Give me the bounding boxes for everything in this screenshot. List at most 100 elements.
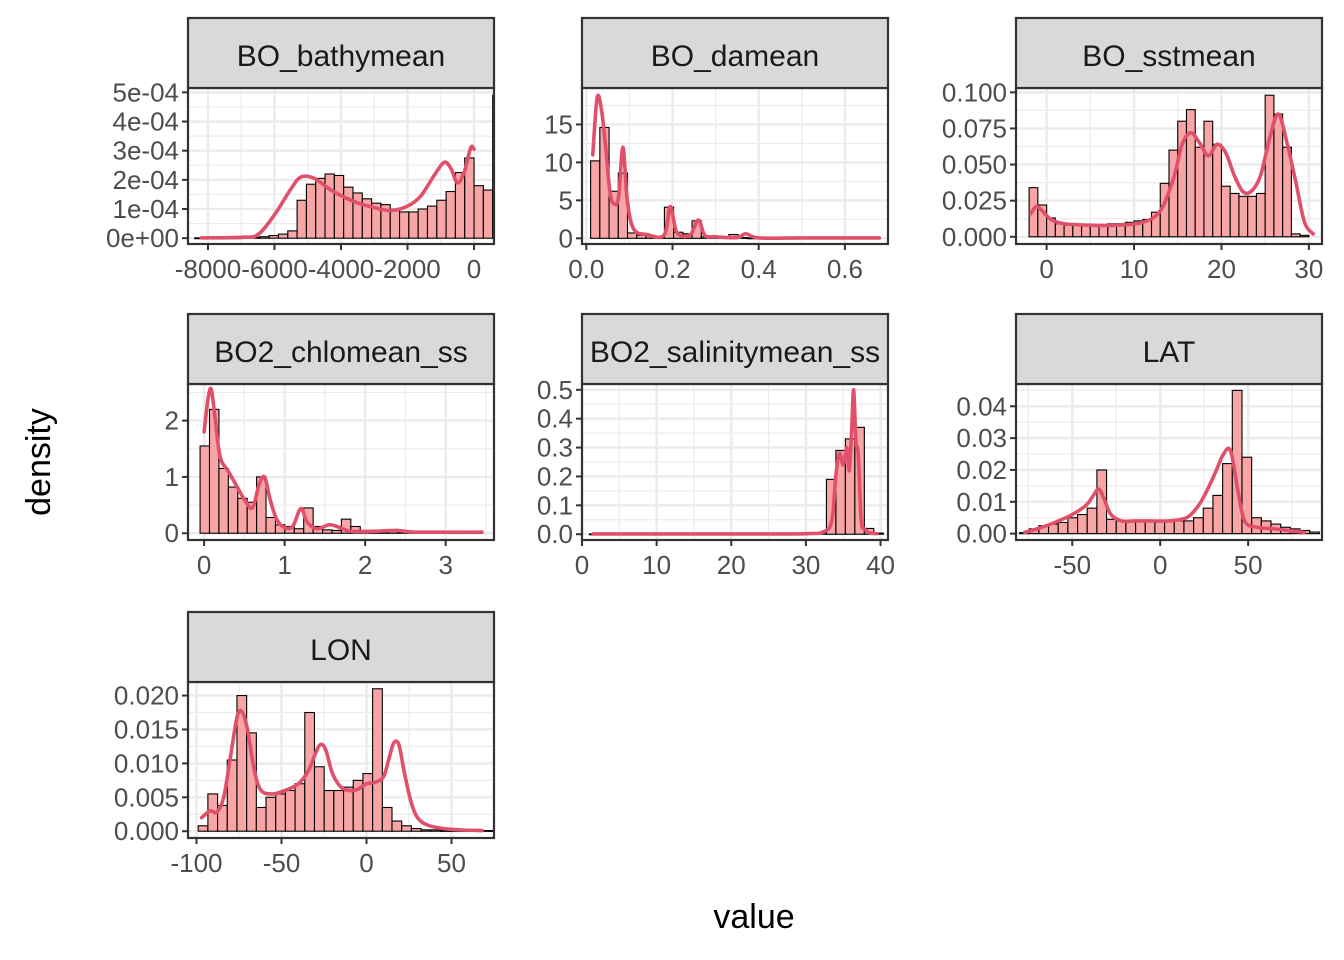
y-tick-label: 0.075	[942, 113, 1007, 143]
histogram-bar	[352, 192, 363, 239]
density-line	[591, 387, 879, 536]
histogram-bar	[482, 189, 494, 239]
density-line	[590, 93, 882, 241]
y-tick-label: 0	[559, 223, 573, 253]
y-tick-label: 0.050	[942, 150, 1007, 180]
y-tick-label: 0.025	[942, 186, 1007, 216]
facet-panels: BO_bathymean 0e+001e-042e-043e-044e-045e-…	[106, 16, 1324, 878]
facet-panel-bo2-chlomean-ss: BO2_chlomean_ss 0 1 2 0 1 2 3	[165, 312, 496, 580]
facet-strip	[1014, 16, 1324, 90]
histogram-bar	[426, 205, 438, 239]
y-tick-label: 0.020	[114, 681, 179, 711]
histogram-bar	[1057, 521, 1069, 535]
histogram-bar	[313, 766, 325, 832]
facet-strip	[186, 16, 496, 90]
facet-strip	[186, 312, 496, 386]
y-tick-label: 3e-04	[113, 136, 180, 166]
histogram-bar	[430, 829, 442, 832]
density-line	[199, 144, 476, 240]
x-tick-label: 0	[1039, 254, 1053, 284]
y-tick-label: 0.005	[114, 782, 179, 812]
histogram-bar	[1309, 531, 1320, 535]
x-axis-title: value	[713, 898, 794, 936]
histogram-bar	[499, 831, 509, 832]
histogram-bar	[391, 820, 403, 832]
histogram-bar	[343, 186, 354, 239]
y-tick-label: 0.1	[537, 490, 573, 520]
histogram-bar	[255, 806, 267, 832]
density-line	[199, 708, 484, 833]
x-tick-label: 3	[438, 550, 452, 580]
x-axis: 0 10 20 30	[1039, 244, 1323, 284]
histogram-bar	[199, 445, 211, 534]
histogram-bar	[389, 208, 401, 239]
histogram-bar	[265, 796, 277, 832]
y-tick-label: 2e-04	[113, 165, 180, 195]
x-tick-label: 1	[277, 550, 291, 580]
histogram-bar	[1203, 120, 1214, 238]
x-tick-label: 0.2	[654, 254, 690, 284]
histogram-bar	[1086, 507, 1098, 535]
x-tick-label: -4000	[308, 254, 375, 284]
histogram-bar	[1054, 223, 1065, 238]
facet-strip-label: BO_bathymean	[237, 40, 445, 73]
x-tick-label: 0	[359, 848, 373, 878]
y-tick-label: 1	[165, 462, 179, 492]
x-tick-label: 0	[467, 254, 481, 284]
histogram-bar	[1106, 518, 1117, 535]
y-tick-label: 0.000	[114, 816, 179, 846]
facet-panel-bo2-salinitymean-ss: BO2_salinitymean_ss0.00.10.20.30.40.50 10…	[537, 312, 895, 580]
histogram-bar	[265, 516, 277, 534]
x-tick-label: 20	[717, 550, 746, 580]
histogram-bar	[1229, 192, 1240, 238]
y-tick-label: 0.100	[942, 77, 1007, 107]
facet-strip	[580, 312, 890, 386]
x-tick-label: 0	[1153, 550, 1167, 580]
facet-strip-label: BO2_salinitymean_ss	[590, 336, 880, 369]
histogram-bars	[588, 426, 884, 536]
histogram-bar	[1072, 224, 1083, 238]
histogram-bar	[473, 185, 484, 239]
histogram-bar	[1067, 517, 1079, 535]
y-tick-label: 0.010	[114, 748, 179, 778]
y-tick-label: 0.3	[537, 433, 573, 463]
histogram-bar	[268, 234, 280, 239]
y-tick-label: 15	[544, 109, 573, 139]
histogram-bar	[218, 467, 229, 534]
facet-strip-label: LAT	[1143, 336, 1196, 369]
histogram-bars	[590, 126, 878, 240]
histogram-bar	[303, 507, 314, 534]
x-axis: 0 10 20 30 40	[575, 540, 895, 580]
histogram-bar	[408, 211, 419, 239]
facet-strip-label: BO2_chlomean_ss	[214, 336, 467, 369]
x-tick-label: 0	[197, 550, 211, 580]
y-tick-label: 0.01	[956, 487, 1007, 517]
histogram-bar	[315, 177, 326, 239]
facet-strip-label: BO_damean	[651, 40, 819, 73]
y-axis: 0 5 10 15	[544, 109, 582, 253]
histogram-bar	[1185, 109, 1196, 238]
histogram-bar	[333, 174, 345, 239]
histogram-bar	[1063, 224, 1074, 238]
histogram-bar	[287, 230, 298, 239]
x-tick-label: 30	[791, 550, 820, 580]
x-tick-label: 40	[866, 550, 895, 580]
histogram-bar	[1220, 185, 1231, 238]
histogram-bar	[1193, 517, 1204, 535]
histogram-bar	[305, 183, 317, 239]
x-tick-label: 0.6	[827, 254, 863, 284]
y-tick-label: 4e-04	[113, 107, 180, 137]
x-tick-label: 0.4	[741, 254, 777, 284]
facet-strip	[186, 610, 496, 684]
facet-strip-label: LON	[310, 634, 372, 667]
histogram-bar	[590, 160, 601, 239]
x-tick-label: 50	[1234, 550, 1263, 580]
y-tick-label: 2	[165, 406, 179, 436]
histogram-bar	[1173, 520, 1185, 535]
histogram-bar	[1222, 463, 1233, 535]
histogram-bars	[199, 408, 484, 534]
y-tick-label: 1e-04	[113, 194, 180, 224]
histogram-bar	[1212, 143, 1223, 238]
histogram-bars	[1028, 94, 1310, 238]
histogram-bars	[1018, 389, 1320, 535]
